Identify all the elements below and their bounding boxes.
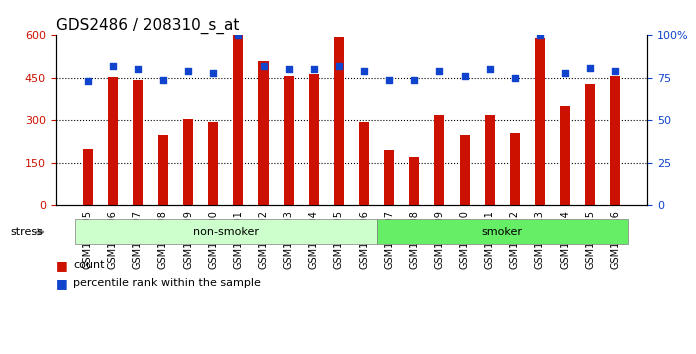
- Bar: [560, 106, 570, 205]
- Point: [535, 33, 546, 38]
- Bar: [233, 35, 244, 205]
- Bar: [484, 115, 495, 205]
- Text: GDS2486 / 208310_s_at: GDS2486 / 208310_s_at: [56, 18, 239, 34]
- Bar: [610, 76, 620, 205]
- Bar: [183, 119, 193, 205]
- Point: [157, 77, 168, 82]
- Bar: [309, 74, 319, 205]
- Point: [560, 70, 571, 76]
- Bar: [434, 115, 445, 205]
- Text: count: count: [73, 261, 104, 270]
- Point: [383, 77, 395, 82]
- Text: stress: stress: [10, 227, 43, 237]
- Point: [409, 77, 420, 82]
- Point: [308, 67, 319, 72]
- Bar: [258, 61, 269, 205]
- Point: [107, 63, 118, 69]
- Text: ■: ■: [56, 277, 68, 290]
- Bar: [133, 80, 143, 205]
- Bar: [334, 37, 344, 205]
- Text: percentile rank within the sample: percentile rank within the sample: [73, 278, 261, 288]
- Bar: [384, 150, 394, 205]
- Point: [333, 63, 345, 69]
- Text: ■: ■: [56, 259, 68, 272]
- Bar: [284, 76, 294, 205]
- Point: [233, 33, 244, 38]
- Point: [182, 68, 193, 74]
- Bar: [83, 149, 93, 205]
- Point: [258, 63, 269, 69]
- Text: non-smoker: non-smoker: [193, 227, 259, 237]
- Point: [610, 68, 621, 74]
- Text: smoker: smoker: [482, 227, 523, 237]
- Point: [207, 70, 219, 76]
- Bar: [208, 122, 219, 205]
- Point: [283, 67, 294, 72]
- Bar: [108, 77, 118, 205]
- Point: [132, 67, 143, 72]
- Point: [484, 67, 496, 72]
- Bar: [409, 157, 419, 205]
- Bar: [585, 84, 595, 205]
- Point: [459, 73, 470, 79]
- Bar: [459, 135, 470, 205]
- Point: [585, 65, 596, 70]
- Point: [434, 68, 445, 74]
- Bar: [509, 133, 520, 205]
- Bar: [158, 135, 168, 205]
- Bar: [359, 122, 369, 205]
- Point: [82, 79, 93, 84]
- Point: [509, 75, 521, 81]
- Point: [358, 68, 370, 74]
- Bar: [535, 38, 545, 205]
